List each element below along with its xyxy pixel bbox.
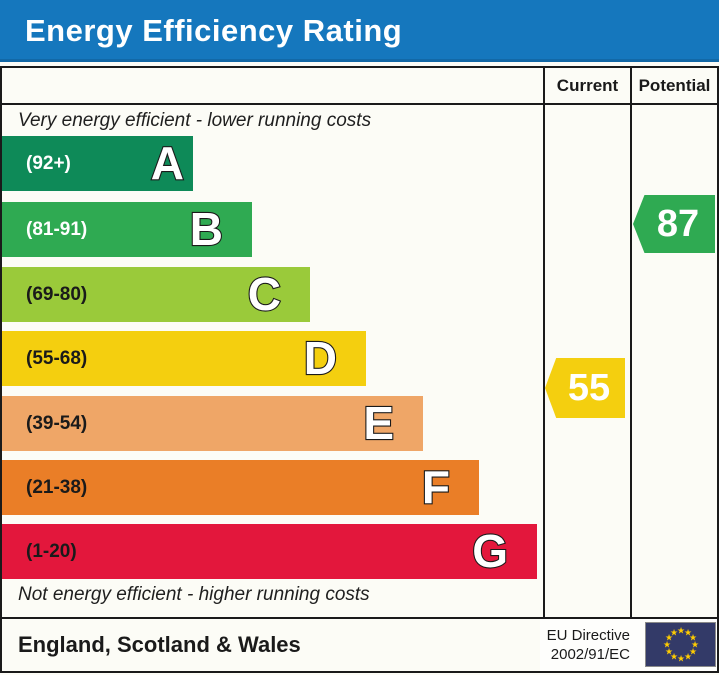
eu-directive-line1: EU Directive [546, 627, 630, 644]
band-e-range: (39-54) [26, 412, 88, 434]
column-divider-potential [630, 68, 632, 619]
band-d: (55-68) D [2, 331, 366, 386]
band-f-range: (21-38) [26, 476, 88, 498]
eu-directive-text: EU Directive 2002/91/EC [542, 626, 630, 664]
eu-directive-line2: 2002/91/EC [550, 646, 630, 663]
header-divider [2, 103, 717, 105]
band-b-letter: B [189, 202, 224, 256]
band-c-letter: C [247, 267, 282, 321]
footer-divider [2, 617, 717, 619]
page-title: Energy Efficiency Rating [25, 13, 403, 48]
band-a: (92+) A [2, 136, 193, 191]
band-b: (81-91) B [2, 202, 252, 257]
band-e: (39-54) E [2, 396, 423, 451]
band-f-letter: F [421, 460, 451, 514]
band-a-range: (92+) [26, 152, 71, 174]
potential-rating-arrow: 87 [633, 195, 715, 253]
band-a-letter: A [150, 136, 185, 190]
potential-rating-value: 87 [656, 202, 700, 245]
bottom-note: Not energy efficient - higher running co… [18, 584, 370, 605]
band-d-range: (55-68) [26, 347, 88, 369]
column-divider-current [543, 68, 545, 619]
band-e-letter: E [362, 396, 395, 450]
band-b-range: (81-91) [26, 218, 88, 240]
region-label: England, Scotland & Wales [18, 632, 301, 657]
band-d-letter: D [303, 331, 338, 385]
band-g: (1-20) G [2, 524, 537, 579]
eu-flag-icon: ★ ★ ★ ★ ★ ★ ★ ★ ★ ★ ★ ★ [645, 622, 716, 667]
rating-table: Current Potential Very energy efficient … [0, 66, 719, 673]
band-g-letter: G [471, 524, 509, 578]
current-rating-value: 55 [567, 366, 611, 409]
band-f: (21-38) F [2, 460, 479, 515]
band-g-range: (1-20) [26, 540, 77, 562]
band-c-range: (69-80) [26, 283, 88, 305]
column-header-potential: Potential [638, 76, 711, 95]
current-rating-arrow: 55 [545, 358, 625, 418]
title-bar: Energy Efficiency Rating [0, 0, 719, 62]
eu-directive-box: EU Directive 2002/91/EC ★ ★ ★ ★ ★ ★ ★ ★ … [540, 619, 717, 671]
column-header-current: Current [556, 76, 619, 95]
top-note: Very energy efficient - lower running co… [18, 110, 372, 131]
footer: England, Scotland & Wales EU Directive 2… [2, 619, 717, 671]
band-c: (69-80) C [2, 267, 310, 322]
